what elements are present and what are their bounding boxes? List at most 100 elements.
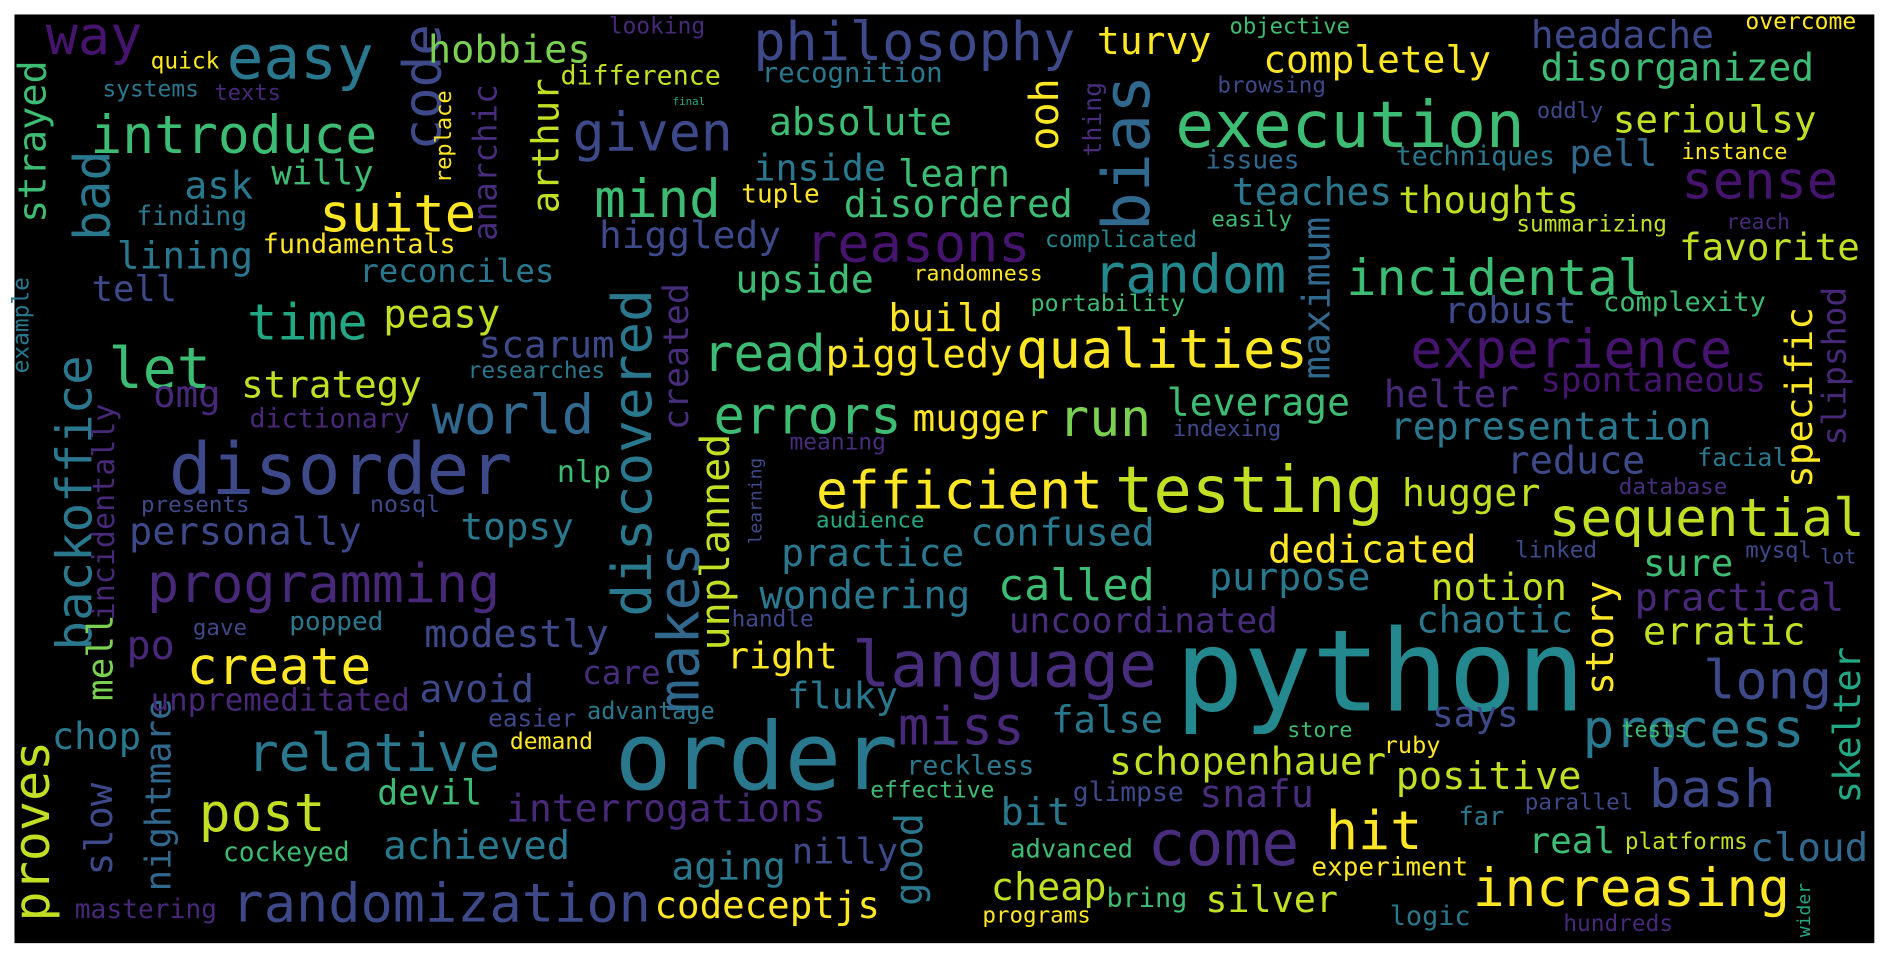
word: logic (1390, 901, 1471, 932)
word: advantage (587, 697, 715, 725)
word: unpremeditated (151, 683, 410, 719)
word: false (1051, 697, 1163, 741)
word: recognition (762, 58, 943, 89)
word: instance (1681, 140, 1787, 165)
word: gave (193, 615, 247, 641)
word: mugger (912, 396, 1048, 440)
word: store (1287, 718, 1352, 743)
word: tuple (741, 179, 819, 209)
word: effective (870, 777, 994, 803)
word: reach (1726, 210, 1790, 235)
word: meaning (790, 429, 886, 455)
word: fluky (787, 674, 898, 717)
word: fundamentals (263, 229, 456, 260)
word: bad (64, 151, 122, 241)
word: nightmare (139, 699, 180, 892)
word: hundreds (1563, 911, 1673, 937)
word: miss (898, 696, 1025, 757)
word: random (1093, 243, 1286, 306)
word: erratic (1643, 609, 1806, 654)
word: discovered (600, 289, 664, 617)
word: devil (377, 774, 482, 814)
word: world (432, 384, 595, 447)
word: care (582, 654, 660, 692)
word: example (9, 277, 35, 373)
word: chaotic (1416, 597, 1573, 641)
word: unplanned (693, 434, 739, 651)
word: indexing (1173, 416, 1281, 442)
word: piggledy (826, 332, 1013, 377)
word: summarizing (1516, 211, 1667, 237)
word: robust (1444, 289, 1577, 332)
word: philosophy (753, 10, 1075, 73)
word: makes (647, 542, 713, 713)
word: complexity (1603, 287, 1766, 318)
word: programming (147, 553, 500, 615)
word: qualities (1016, 317, 1308, 380)
word: objective (1229, 14, 1350, 40)
word: disordered (844, 182, 1073, 226)
word: scarum (479, 323, 615, 367)
word: thoughts (1398, 178, 1579, 222)
word: researches (468, 358, 605, 384)
word: code (392, 24, 453, 150)
word: sequential (1549, 488, 1865, 549)
word: story (1578, 581, 1622, 695)
word: browsing (1217, 73, 1325, 99)
word: increasing (1473, 858, 1790, 919)
word: turvy (1097, 19, 1212, 63)
word: higgledy (599, 213, 781, 257)
word: learn (898, 152, 1010, 196)
word: quick (151, 49, 220, 75)
word: disorder (169, 428, 513, 511)
word: achieved (383, 824, 570, 869)
word: incidentally (87, 404, 122, 621)
word: popped (289, 607, 383, 637)
word: relative (247, 723, 500, 784)
word: complicated (1045, 227, 1197, 253)
word: efficient (816, 460, 1103, 521)
word: omg (153, 372, 221, 416)
word: bash (1649, 759, 1776, 820)
word: says (1432, 694, 1519, 735)
word: process (1583, 699, 1805, 760)
word: bit (1000, 790, 1070, 835)
word: dedicated (1268, 528, 1477, 573)
word: systems (102, 76, 198, 102)
word: come (1148, 806, 1300, 880)
word: avoid (419, 667, 534, 711)
word: slow (77, 782, 122, 876)
word: cockeyed (223, 838, 350, 868)
word: uncoordinated (1009, 601, 1278, 641)
word: easily (1211, 206, 1292, 232)
word: good (887, 813, 932, 906)
word: dictionary (250, 404, 410, 435)
word: learning (745, 458, 766, 545)
word: way (46, 4, 142, 67)
word: python (1175, 606, 1585, 738)
word: handle (732, 606, 814, 632)
word: hobbies (428, 28, 591, 73)
word: mind (594, 169, 721, 230)
word: nosql (370, 491, 440, 518)
word: chop (52, 715, 141, 758)
word: helter (1384, 372, 1519, 416)
word: strayed (11, 60, 56, 223)
word: real (1528, 821, 1615, 862)
word: mell (81, 614, 122, 701)
word: snafu (1199, 772, 1314, 816)
word: completely (1263, 37, 1491, 81)
word: incidental (1346, 249, 1647, 307)
word: bring (1107, 883, 1188, 914)
word: suite (319, 184, 476, 244)
word: reasons (805, 211, 1030, 274)
word: looking (609, 14, 705, 40)
word: techniques (1396, 141, 1555, 172)
word: leverage (1167, 381, 1350, 425)
word: randomness (914, 262, 1043, 287)
word: build (888, 296, 1003, 340)
word: sense (1681, 152, 1838, 212)
word: cheap (991, 865, 1107, 910)
word: notion (1431, 565, 1567, 609)
